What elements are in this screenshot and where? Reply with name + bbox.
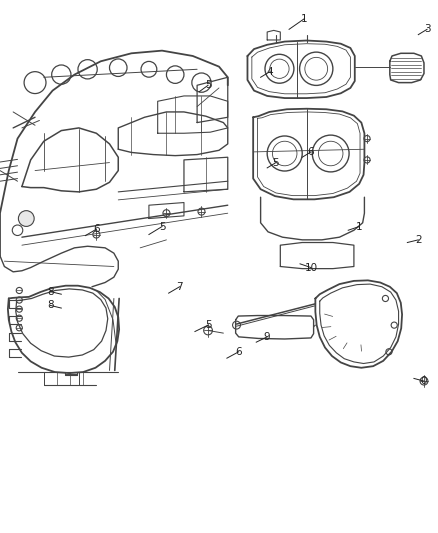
Ellipse shape — [163, 209, 170, 217]
Text: 4: 4 — [266, 67, 273, 77]
Text: 8: 8 — [47, 287, 54, 296]
Ellipse shape — [382, 295, 389, 302]
Ellipse shape — [16, 287, 22, 294]
Text: 7: 7 — [176, 282, 183, 292]
Text: 5: 5 — [205, 80, 212, 90]
Text: 6: 6 — [307, 147, 314, 157]
Ellipse shape — [16, 325, 22, 331]
Text: 5: 5 — [159, 222, 166, 231]
Text: 6: 6 — [93, 224, 100, 234]
Ellipse shape — [233, 321, 240, 329]
Ellipse shape — [93, 231, 100, 238]
Text: 10: 10 — [304, 263, 318, 272]
Ellipse shape — [386, 349, 392, 355]
Text: 0: 0 — [421, 376, 427, 386]
Ellipse shape — [364, 135, 370, 142]
Ellipse shape — [420, 377, 428, 385]
Ellipse shape — [16, 306, 22, 312]
Text: 5: 5 — [205, 320, 212, 330]
Text: 9: 9 — [264, 332, 271, 342]
Ellipse shape — [198, 208, 205, 215]
Ellipse shape — [364, 157, 370, 163]
Ellipse shape — [18, 211, 34, 227]
Ellipse shape — [16, 297, 22, 303]
Ellipse shape — [16, 315, 22, 321]
Text: 8: 8 — [47, 301, 54, 310]
Text: 1: 1 — [356, 222, 363, 231]
Text: 1: 1 — [301, 14, 308, 23]
Ellipse shape — [204, 326, 212, 335]
Text: 2: 2 — [415, 235, 422, 245]
Text: 3: 3 — [424, 25, 431, 34]
Text: 5: 5 — [272, 158, 279, 167]
Ellipse shape — [391, 322, 397, 328]
Text: 6: 6 — [235, 347, 242, 357]
